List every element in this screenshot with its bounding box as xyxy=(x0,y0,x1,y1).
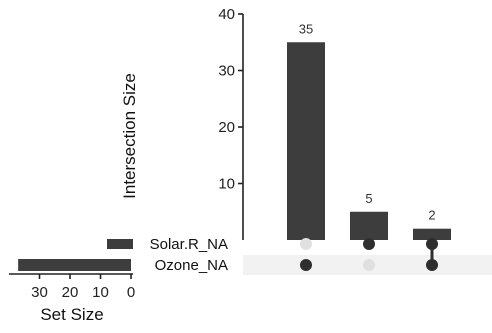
matrix-dot-filled xyxy=(426,259,438,271)
membership-matrix xyxy=(300,238,438,271)
intersection-bar-label: 35 xyxy=(299,21,313,36)
matrix-dot-empty xyxy=(300,238,312,250)
set-size-bar xyxy=(18,259,131,271)
set-size-axis: 30 20 10 0 xyxy=(9,273,135,301)
matrix-dot-filled xyxy=(426,238,438,250)
intersection-size-axis: 10 20 30 40 xyxy=(218,6,244,240)
intersection-size-tick-label: 40 xyxy=(218,6,235,23)
matrix-dot-filled xyxy=(300,259,312,271)
set-size-bar xyxy=(107,239,133,249)
set-size-tick-label: 0 xyxy=(127,284,135,301)
set-label: Ozone_NA xyxy=(155,257,228,274)
intersection-bar-label: 2 xyxy=(428,208,435,223)
set-size-tick-label: 10 xyxy=(92,284,109,301)
set-size-bars xyxy=(18,239,133,271)
intersection-size-tick-label: 10 xyxy=(218,176,235,193)
intersection-bar xyxy=(287,42,325,240)
matrix-dot-filled xyxy=(363,238,375,250)
intersection-bar-label: 5 xyxy=(365,191,372,206)
intersection-size-tick-label: 30 xyxy=(218,63,235,80)
set-size-tick-label: 30 xyxy=(31,284,48,301)
intersection-bar xyxy=(350,211,388,240)
set-label: Solar.R_NA xyxy=(150,236,228,253)
set-size-axis-title: Set Size xyxy=(40,305,103,324)
intersection-bars: 35 5 2 xyxy=(287,21,451,240)
matrix-dot-empty xyxy=(363,259,375,271)
set-size-tick-label: 20 xyxy=(62,284,79,301)
intersection-size-tick-label: 20 xyxy=(218,119,235,136)
set-labels: Solar.R_NA Ozone_NA xyxy=(150,236,228,274)
intersection-bar xyxy=(413,228,451,240)
intersection-size-axis-title: Intersection Size xyxy=(120,73,139,199)
